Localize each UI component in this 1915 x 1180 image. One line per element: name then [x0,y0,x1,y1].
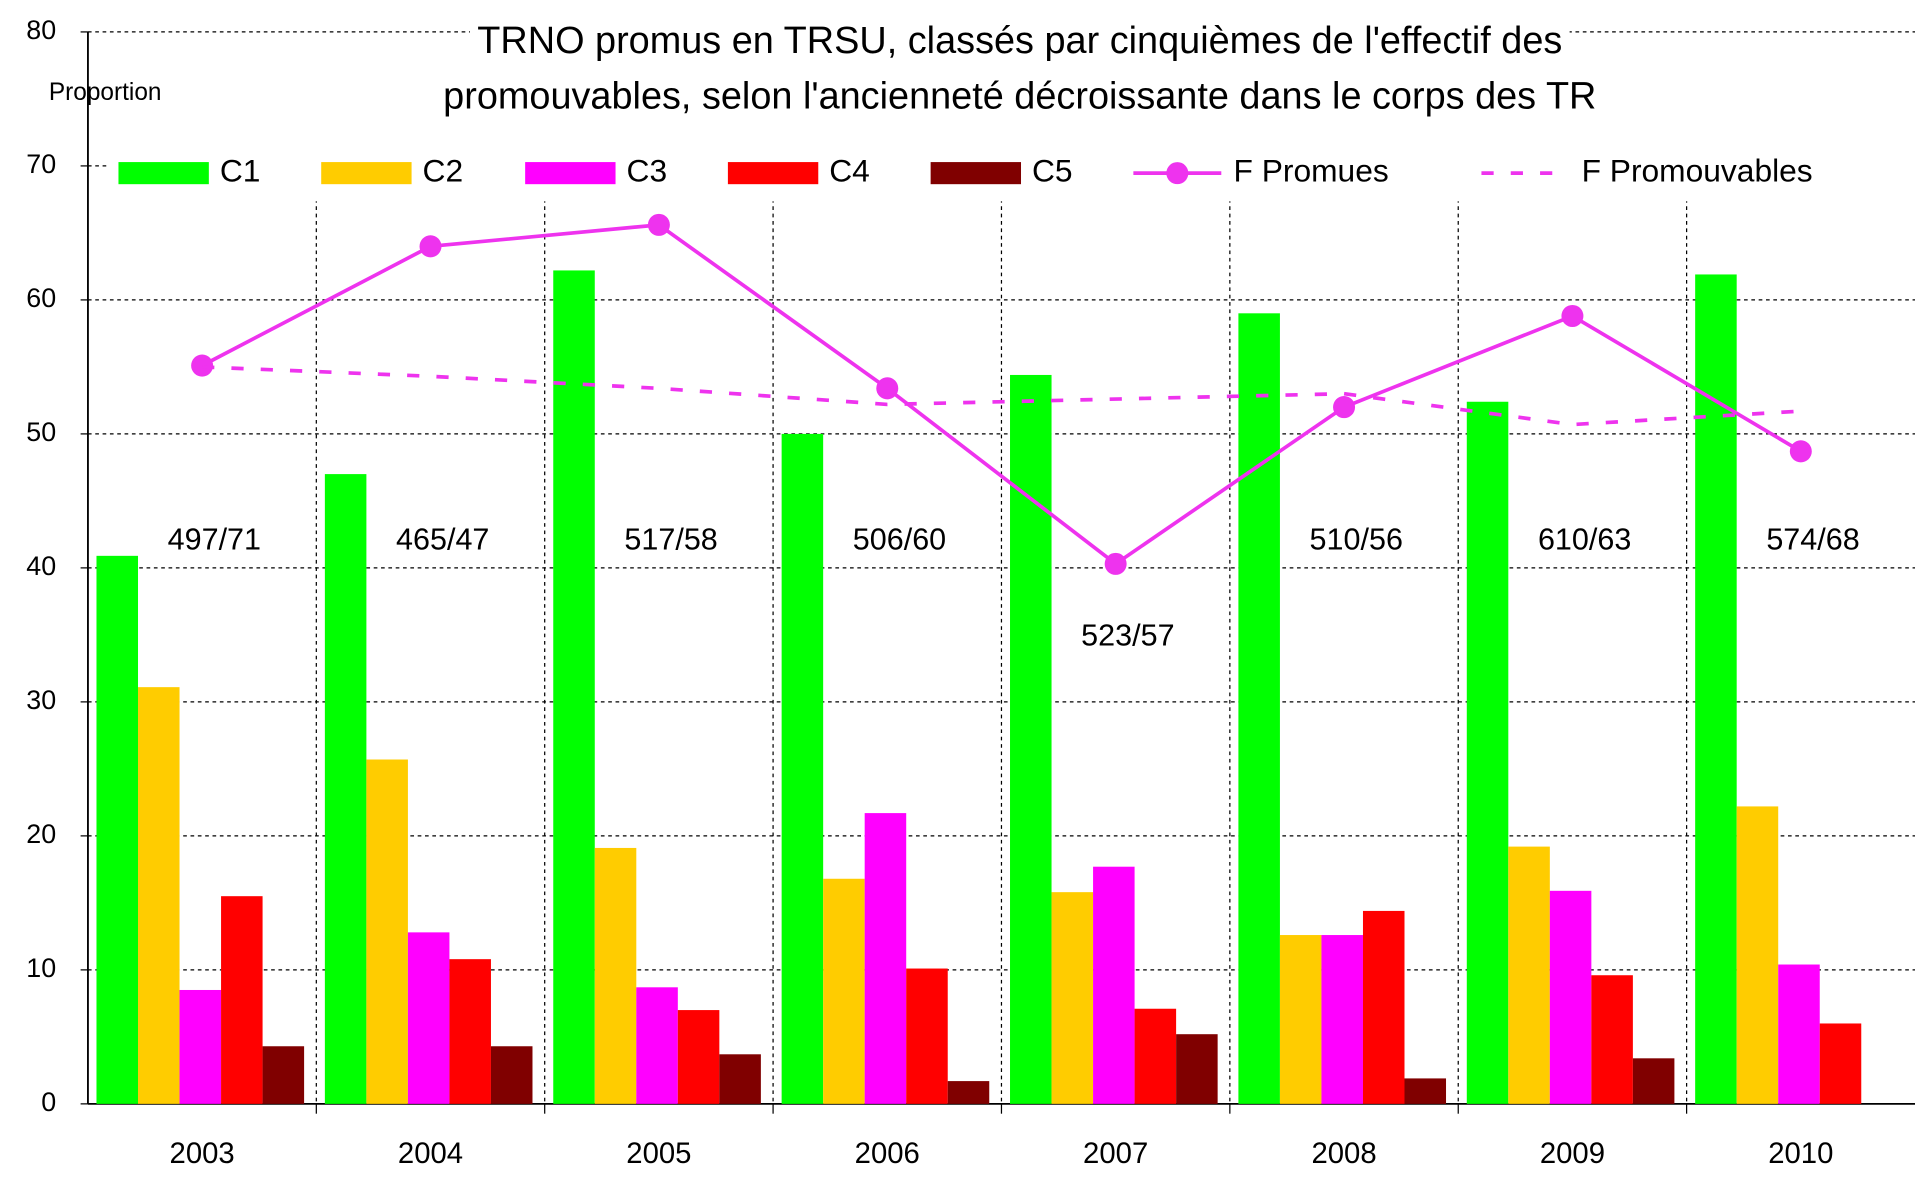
bar [1321,935,1363,1104]
x-tick-label: 2004 [398,1137,463,1170]
bar [1819,1023,1862,1104]
bar [449,959,491,1104]
legend-label: C4 [829,152,870,188]
annotation: 517/58 [624,523,717,557]
legend-label: C2 [423,152,464,188]
annotation: 510/56 [1310,523,1403,557]
bar [1176,1034,1218,1104]
x-tick-label: 2006 [855,1137,920,1170]
bar [407,932,450,1104]
bar [594,847,637,1104]
title-bg [435,75,1604,118]
legend-label: F Promues [1234,152,1389,188]
line-marker [647,213,670,236]
legend-label: C3 [627,152,668,188]
bar [1362,910,1405,1104]
bar [719,1054,761,1104]
legend-swatch [321,162,412,185]
bar [1093,866,1135,1104]
series-line [201,222,1802,567]
legend-swatch [525,162,616,185]
line-marker [191,354,214,377]
y-tick-label: 70 [26,149,56,179]
bar [1010,374,1052,1104]
annotation: 523/57 [1081,618,1174,652]
y-tick-label: 20 [26,819,56,849]
series-line [202,365,1801,427]
bar [906,968,948,1104]
legend-label: C5 [1032,152,1073,188]
bar [1632,1058,1675,1104]
bar [138,687,180,1104]
annotation: 465/47 [396,523,489,557]
bar [1466,401,1509,1104]
bar [1238,313,1280,1104]
bar [864,813,907,1104]
y-tick-label: 80 [26,15,56,45]
bar [179,989,222,1104]
title-bg [469,19,1570,63]
x-tick-label: 2010 [1768,1137,1833,1170]
bar [490,1046,533,1104]
bar [677,1010,720,1104]
bar [1549,890,1592,1104]
bar [1508,846,1550,1104]
chart-title-line: TRNO promus en TRSU, classés par cinquiè… [477,20,1562,62]
bar [823,878,865,1104]
legend-marker [1166,162,1189,185]
bar [1736,806,1779,1104]
bar [553,270,595,1104]
x-tick-label: 2003 [170,1137,235,1170]
x-tick-label: 2007 [1083,1137,1148,1170]
legend-label: F Promouvables [1582,152,1813,188]
annotation: 610/63 [1538,523,1631,557]
bar [366,759,408,1104]
line-marker [1789,440,1812,463]
legend-swatch [930,162,1022,185]
bar [1778,964,1820,1104]
y-axis-label: Proportion [49,79,162,106]
legend-label: C1 [220,152,261,188]
bar [1695,274,1737,1104]
x-tick-label: 2009 [1540,1137,1605,1170]
bar [1051,892,1094,1104]
bar [636,987,678,1104]
line-marker [419,235,442,258]
bar [96,555,139,1104]
annotation: 506/60 [853,523,946,557]
y-tick-label: 0 [41,1087,56,1117]
bar [781,433,824,1104]
legend-swatch [727,162,819,185]
bar [324,474,367,1104]
chart-title-line: promouvables, selon l'ancienneté décrois… [443,75,1596,117]
annotation: 574/68 [1766,523,1859,557]
bar [221,896,263,1104]
bar [1134,1008,1177,1104]
legend-swatch [118,162,209,185]
bar [1279,935,1322,1104]
y-tick-label: 60 [26,283,56,313]
y-tick-label: 10 [26,953,56,983]
line-marker [1561,304,1584,328]
x-tick-label: 2005 [626,1137,691,1170]
x-tick-label: 2008 [1311,1137,1376,1170]
y-tick-label: 30 [26,685,56,715]
bar [1591,975,1633,1104]
line-marker [1104,552,1127,575]
line-marker [1333,396,1356,419]
bar [947,1081,990,1104]
y-tick-label: 40 [26,551,56,581]
bar [1404,1078,1447,1104]
line-marker [876,377,899,400]
annotation: 497/71 [168,523,261,557]
y-tick-label: 50 [26,417,56,447]
bar [262,1046,305,1104]
